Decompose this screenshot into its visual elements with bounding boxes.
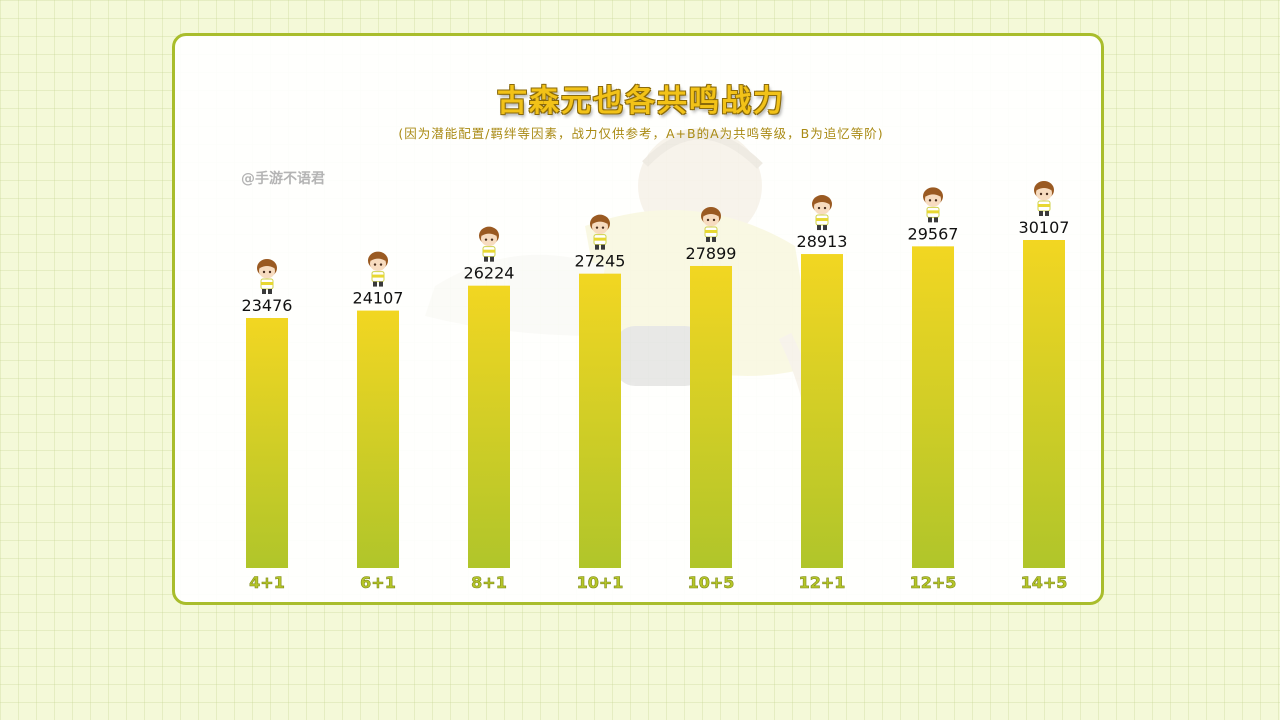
chart-subtitle: (因为潜能配置/羁绊等因素，战力仅供参考，A+B的A为共鸣等级，B为追忆等阶) <box>398 126 884 141</box>
chibi-character-icon <box>478 226 500 263</box>
bar-12+5 <box>912 246 954 568</box>
data-label: 28913 <box>797 232 848 251</box>
data-label: 23476 <box>242 296 293 315</box>
watermark: @手游不语君 <box>241 171 325 187</box>
x-tick-label: 6+1 <box>360 573 396 592</box>
x-tick-label: 14+5 <box>1021 573 1068 592</box>
data-label: 27245 <box>575 252 626 271</box>
bar-chart: 23476 4+1 24107 6+1 26224 8+1 27245 10+1 27899 10… <box>242 180 1070 592</box>
chart-card: 古森元也各共鸣战力 (因为潜能配置/羁绊等因素，战力仅供参考，A+B的A为共鸣等… <box>172 33 1104 605</box>
chibi-character-icon <box>367 251 389 288</box>
data-label: 29567 <box>908 224 959 243</box>
data-label: 27899 <box>686 244 737 263</box>
x-tick-label: 12+1 <box>799 573 846 592</box>
chibi-character-icon <box>922 186 944 223</box>
x-tick-label: 12+5 <box>910 573 957 592</box>
bar-14+5 <box>1023 240 1065 568</box>
chibi-character-icon <box>1033 180 1055 217</box>
data-label: 30107 <box>1019 218 1070 237</box>
chart-title: 古森元也各共鸣战力 <box>497 84 785 119</box>
data-label: 24107 <box>353 289 404 308</box>
x-tick-label: 8+1 <box>471 573 507 592</box>
bar-4+1 <box>246 318 288 568</box>
bar-10+1 <box>579 273 621 568</box>
x-tick-label: 4+1 <box>249 573 285 592</box>
chibi-character-icon <box>589 214 611 251</box>
chibi-character-icon <box>700 206 722 243</box>
chibi-character-icon <box>256 258 278 295</box>
bar-8+1 <box>468 285 510 568</box>
data-label: 26224 <box>464 264 515 283</box>
x-tick-label: 10+5 <box>688 573 735 592</box>
x-tick-label: 10+1 <box>577 573 624 592</box>
bar-10+5 <box>690 265 732 568</box>
bar-6+1 <box>357 310 399 568</box>
chibi-character-icon <box>811 194 833 231</box>
bar-12+1 <box>801 254 843 569</box>
